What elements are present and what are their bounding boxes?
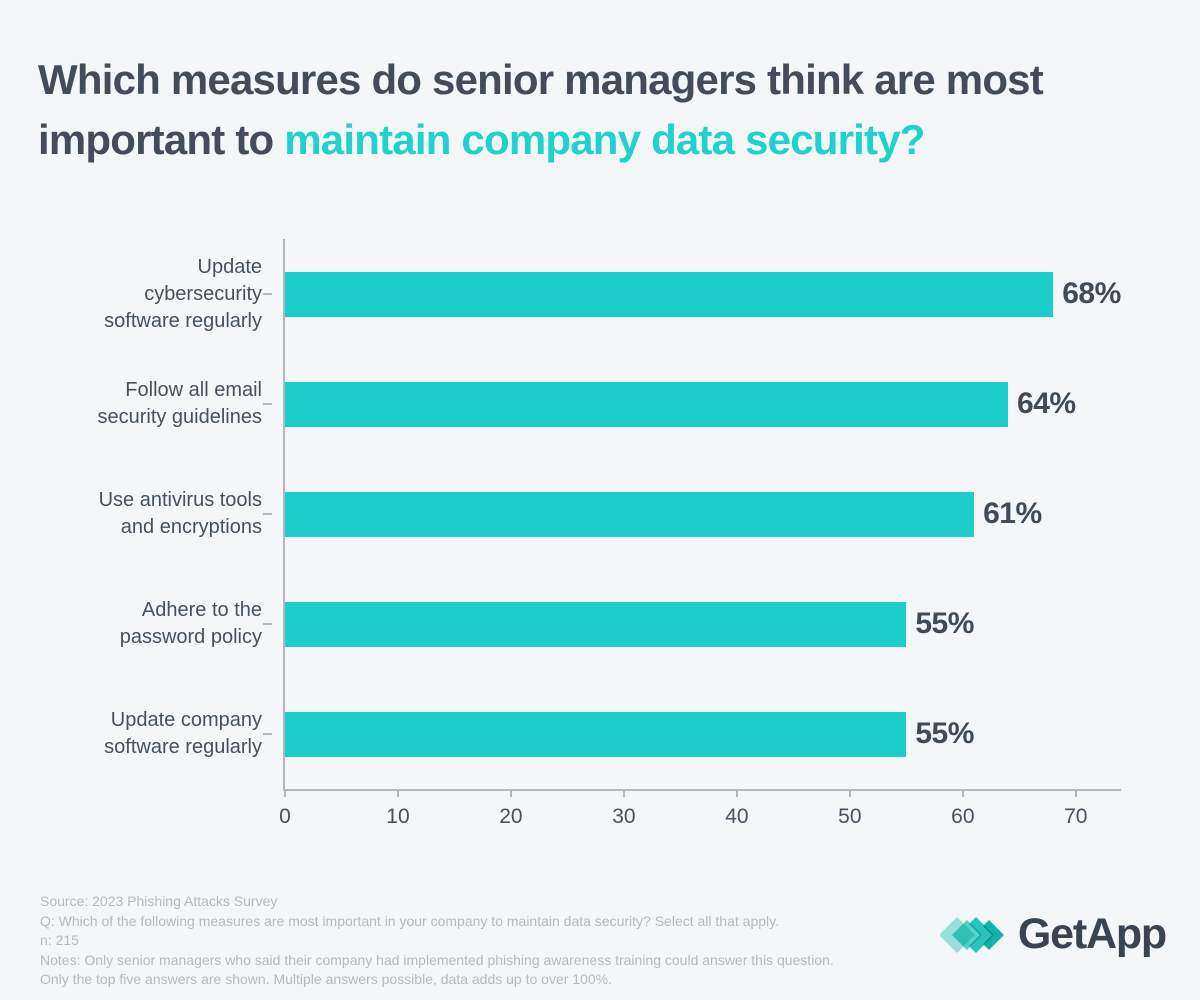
footnote-line: Only the top five answers are shown. Mul… (40, 971, 612, 987)
getapp-diamond-chevrons-icon (939, 916, 1004, 953)
footnote-line: Notes: Only senior managers who said the… (40, 951, 834, 968)
x-axis-tick (284, 791, 286, 797)
footnote-line: n: 215 (40, 932, 79, 948)
category-label-line: software regularly (104, 309, 262, 332)
x-axis-tick-label: 0 (279, 805, 291, 828)
bar (285, 381, 1009, 427)
y-axis-tick (263, 623, 272, 625)
y-axis-tick (263, 293, 272, 295)
category-label-line: password policy (119, 626, 262, 648)
category-label-line: security guidelines (97, 406, 262, 428)
category-label-line: Update (197, 255, 263, 278)
footnote-line: Q: Which of the following measures are m… (40, 912, 779, 929)
value-label: 55% (915, 717, 974, 750)
value-label: 61% (983, 497, 1042, 530)
x-axis-tick (509, 791, 512, 797)
x-axis-tick (848, 791, 851, 797)
category-label-line: and encryptions (120, 516, 262, 538)
category-label: Update cybersecurity software regularly (32, 239, 262, 349)
x-axis-tick-label: 60 (951, 805, 975, 828)
bar (285, 711, 907, 757)
bar-row: 55% (285, 679, 1121, 789)
getapp-logo-text: GetApp (1017, 910, 1167, 958)
bar-row: 61% (285, 459, 1121, 569)
category-label-line: Use antivirus tools (98, 489, 262, 511)
bar-row: 55% (285, 569, 1121, 679)
value-label: 68% (1062, 277, 1121, 310)
x-axis-tick-label: 30 (612, 805, 636, 828)
x-axis-tick (396, 791, 399, 797)
x-axis-tick-label: 20 (499, 805, 523, 828)
footnote-line: Source: 2023 Phishing Attacks Survey (40, 893, 278, 909)
category-label: Update company software regularly (32, 679, 262, 789)
chart-title: Which measures do senior managers think … (38, 50, 1178, 170)
bar-row: 64% (285, 349, 1121, 459)
bar (285, 601, 907, 647)
category-label-line: software regularly (104, 736, 262, 758)
category-label-line: Adhere to the (141, 599, 262, 621)
bar-row: 68% (285, 239, 1121, 349)
chart-title-line1: Which measures do senior managers think … (38, 56, 1044, 103)
value-label: 55% (915, 607, 974, 640)
x-axis-tick-label: 70 (1064, 805, 1088, 828)
bar-chart: Update cybersecurity software regularly Fol… (0, 239, 1200, 839)
x-axis-tick-label: 50 (838, 805, 862, 828)
x-axis-tick (735, 791, 738, 797)
category-labels: Update cybersecurity software regularly Fol… (0, 239, 272, 791)
category-label: Follow all email security guidelines (32, 349, 262, 459)
category-label: Use antivirus tools and encryptions (32, 459, 262, 569)
x-axis-tick-label: 10 (386, 805, 410, 828)
getapp-logo: GetApp (939, 910, 1167, 959)
value-label: 64% (1017, 387, 1076, 420)
y-axis-tick (263, 403, 272, 405)
bar (285, 271, 1054, 317)
y-axis-tick (263, 733, 272, 735)
chart-title-line2: important to maintain company data secur… (38, 116, 925, 163)
chart-title-accent: maintain company data security? (284, 116, 925, 163)
footnotes: Source: 2023 Phishing Attacks Survey Q: W… (40, 892, 940, 990)
category-label: Adhere to the password policy (32, 569, 262, 679)
category-label-line: Follow all email (125, 379, 262, 401)
plot-area: 68% 64% 61% 55% 55% 0 10 20 30 40 50 60 70 (279, 239, 1121, 828)
x-axis-tick (1074, 791, 1077, 797)
bar (285, 491, 975, 537)
category-label-line: cybersecurity (144, 282, 262, 305)
x-axis-tick (622, 791, 625, 797)
category-label-line: Update company (110, 709, 262, 731)
x-axis-tick-label: 40 (725, 805, 749, 828)
y-axis-tick (263, 513, 272, 515)
x-axis-tick (961, 791, 964, 797)
